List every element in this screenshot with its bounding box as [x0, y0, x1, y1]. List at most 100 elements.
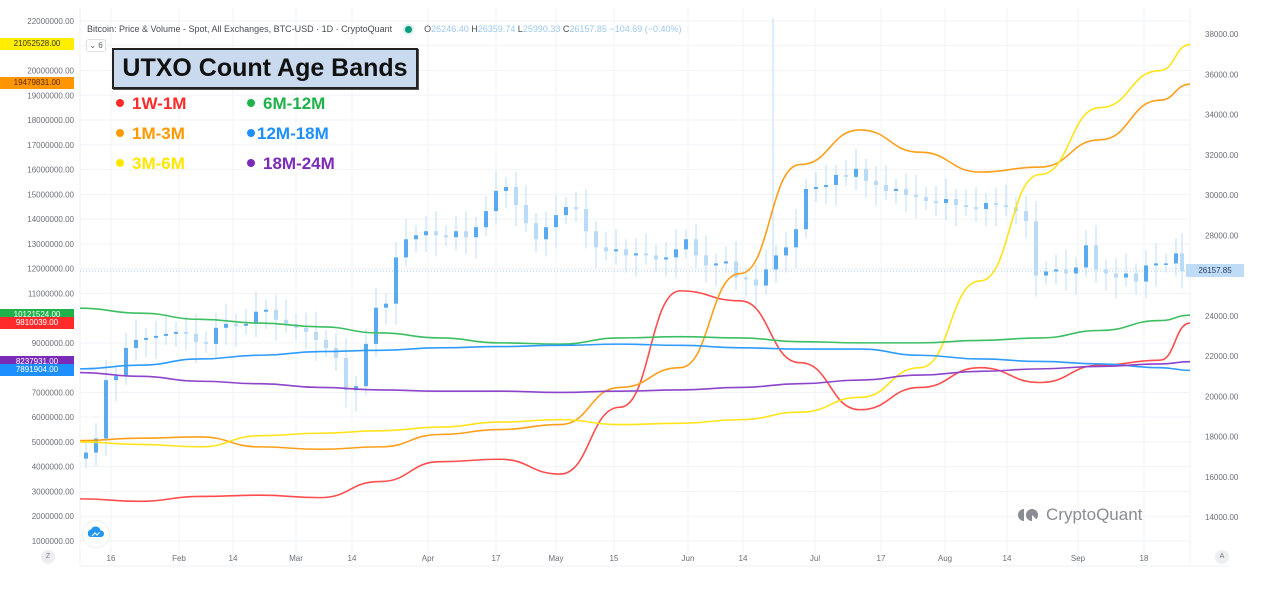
- legend-item-18m-24m: 18M-24M: [247, 154, 335, 174]
- low-label: L: [517, 24, 523, 34]
- left-axis-tick: 20000000.00: [27, 67, 74, 76]
- close-value: 26157.85: [569, 24, 607, 34]
- x-axis-tick: 17: [877, 554, 886, 563]
- x-axis-tick: May: [548, 554, 563, 563]
- legend-item-1w-1m: 1W-1M: [116, 94, 186, 114]
- x-axis-tick: 16: [107, 554, 116, 563]
- price-candles: [84, 18, 1184, 468]
- left-axis-tick: 7000000.00: [32, 388, 75, 397]
- left-axis-tick: 3000000.00: [32, 487, 75, 496]
- high-label: H: [471, 24, 478, 34]
- legend-dot-icon: [247, 128, 255, 137]
- open-value: 26246.40: [431, 24, 469, 34]
- x-axis: 16 Feb 14 Mar 14 Apr 17 May 15 Jun 14 Jul 17 Aug 14 Sep…: [107, 554, 1149, 563]
- utxo-series-lines: [79, 43, 1191, 503]
- right-scale-auto-button[interactable]: A: [1215, 550, 1229, 564]
- cloud-save-button[interactable]: [82, 520, 110, 548]
- legend-label: 6M-12M: [263, 94, 326, 113]
- left-axis-tick: 4000000.00: [32, 463, 75, 472]
- legend-item-3m-6m: 3M-6M: [116, 154, 185, 174]
- left-axis-tick: 2000000.00: [32, 512, 75, 521]
- left-axis-tick: 16000000.00: [27, 166, 74, 175]
- left-axis-tick: 5000000.00: [32, 438, 75, 447]
- right-axis-tick: 16000.00: [1205, 473, 1239, 482]
- left-axis-tick: 6000000.00: [32, 413, 75, 422]
- legend-label: 12M-18M: [257, 124, 329, 143]
- left-axis-tick: 12000000.00: [27, 265, 74, 274]
- legend-item-12m-18m: 12M-18M: [247, 124, 329, 144]
- watermark-text: CryptoQuant: [1046, 505, 1143, 524]
- series-line-6m-12m: [79, 307, 1191, 345]
- high-value: 26359.74: [477, 24, 516, 34]
- left-axis-tick: 15000000.00: [27, 190, 74, 199]
- series-line-18m-24m: [79, 360, 1191, 394]
- right-axis-tick: 22000.00: [1205, 352, 1239, 361]
- x-axis-tick: Jul: [810, 554, 820, 563]
- collapse-indicators-button[interactable]: ⌄ 6: [86, 39, 106, 52]
- x-axis-tick: 14: [348, 554, 357, 563]
- last-value-badge: 9810039.00: [0, 316, 74, 329]
- cryptoquant-watermark: CryptoQuant: [1018, 505, 1142, 525]
- change-value: −104.69 (−0.40%): [609, 24, 682, 34]
- right-axis-tick: 28000.00: [1205, 231, 1239, 240]
- x-axis-tick: Aug: [938, 554, 952, 563]
- x-axis-tick: Mar: [289, 554, 303, 563]
- right-axis-tick: 18000.00: [1205, 433, 1239, 442]
- left-scale-auto-button[interactable]: Z: [41, 550, 55, 564]
- x-axis-tick: 18: [1140, 554, 1149, 563]
- x-axis-tick: 14: [229, 554, 238, 563]
- left-axis-tick: 9000000.00: [32, 339, 75, 348]
- right-axis-tick: 20000.00: [1205, 392, 1239, 401]
- open-label: O: [424, 24, 432, 34]
- legend-label: 3M-6M: [132, 154, 185, 173]
- x-axis-tick: Apr: [422, 554, 435, 563]
- left-axis-tick: 11000000.00: [28, 289, 75, 298]
- cryptoquant-logo-icon: [1018, 509, 1038, 521]
- right-axis-tick: 32000.00: [1205, 151, 1239, 160]
- market-status-icon: [402, 24, 414, 36]
- legend-label: 18M-24M: [263, 154, 335, 173]
- chart-header: Bitcoin: Price & Volume - Spot, All Exch…: [87, 24, 682, 36]
- x-axis-tick: Feb: [172, 554, 186, 563]
- left-axis-tick: 18000000.00: [27, 116, 74, 125]
- left-axis-tick: 19000000.00: [27, 91, 74, 100]
- left-axis-tick: 17000000.00: [27, 141, 74, 150]
- x-axis-tick: 15: [610, 554, 619, 563]
- right-axis-tick: 38000.00: [1205, 30, 1239, 39]
- right-axis-tick: 30000.00: [1205, 191, 1239, 200]
- close-label: C: [562, 24, 570, 34]
- left-axis-tick: 13000000.00: [27, 240, 74, 249]
- left-axis-tick: 14000000.00: [27, 215, 74, 224]
- legend-dot-icon: [116, 128, 124, 137]
- legend-label: 1M-3M: [132, 124, 185, 143]
- legend-dot-icon: [247, 158, 255, 167]
- series-line-1w-1m: [79, 290, 1191, 503]
- series-line-1m-3m: [79, 83, 1191, 451]
- legend-item-6m-12m: 6M-12M: [247, 94, 325, 114]
- x-axis-tick: 14: [739, 554, 748, 563]
- x-axis-tick: Sep: [1071, 554, 1086, 563]
- left-axis-tick: 1000000.00: [32, 537, 75, 546]
- cloud-icon: [87, 526, 105, 537]
- legend-dot-icon: [116, 158, 124, 167]
- legend-label: 1W-1M: [132, 94, 187, 113]
- right-axis-tick: 14000.00: [1205, 513, 1239, 522]
- series-line-12m-18m: [79, 343, 1191, 372]
- left-axis-tick: 22000000.00: [27, 17, 74, 26]
- x-axis-tick: 17: [492, 554, 501, 563]
- last-price-badge: 26157.85: [1186, 264, 1244, 277]
- overlay-title: UTXO Count Age Bands: [112, 48, 418, 89]
- symbol-title: Bitcoin: Price & Volume - Spot, All Exch…: [87, 24, 393, 34]
- right-axis: 38000.00 36000.00 34000.00 32000.00 30000.00…: [1205, 30, 1239, 522]
- last-value-badge: 19479831.00: [0, 77, 74, 90]
- low-value: 25990.33: [522, 24, 561, 34]
- last-value-badge: 7891904.00: [0, 364, 74, 377]
- legend-dot-icon: [247, 98, 255, 107]
- right-axis-tick: 34000.00: [1205, 111, 1239, 120]
- legend-dot-icon: [116, 98, 124, 107]
- right-axis-tick: 36000.00: [1205, 70, 1239, 79]
- x-axis-tick: Jun: [682, 554, 695, 563]
- right-axis-tick: 24000.00: [1205, 312, 1239, 321]
